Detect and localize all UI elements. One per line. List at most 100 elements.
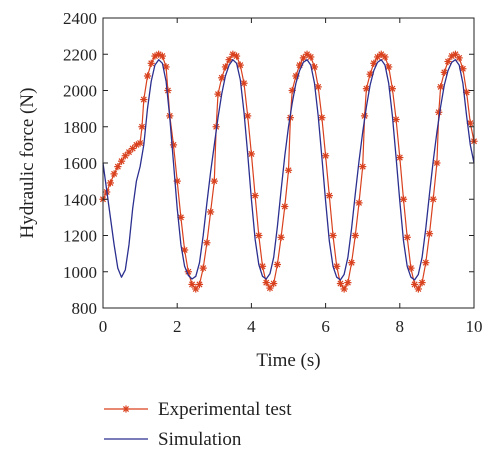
x-tick-label: 8 <box>396 317 405 336</box>
data-point-experimental-test <box>318 114 326 122</box>
y-axis-title: Hydraulic force (N) <box>17 88 38 239</box>
data-point-experimental-test <box>322 152 330 160</box>
series-experimental-test <box>99 50 478 293</box>
data-point-experimental-test <box>336 279 345 288</box>
data-point-experimental-test <box>284 166 293 174</box>
data-point-experimental-test <box>314 83 322 91</box>
data-point-experimental-test <box>329 231 337 240</box>
legend-asterisk-marker <box>122 405 130 413</box>
y-tick-label: 2400 <box>63 9 97 28</box>
data-point-experimental-test <box>240 79 248 87</box>
series-line-simulation <box>102 59 475 281</box>
data-point-experimental-test <box>117 157 126 165</box>
tick-labels: 0 2 4 6 8 10 800 1000 1200 1400 1600 1800 2000 2200 24… <box>63 9 483 336</box>
legend-marker-experimental <box>122 405 130 413</box>
x-tick-label: 2 <box>173 317 182 336</box>
data-point-experimental-test <box>373 53 382 61</box>
data-point-experimental-test <box>214 90 222 98</box>
y-tick-label: 2000 <box>63 82 97 101</box>
data-point-experimental-test <box>273 260 281 269</box>
data-point-experimental-test <box>210 177 218 185</box>
data-point-experimental-test <box>310 63 319 71</box>
data-point-experimental-test <box>232 52 241 60</box>
data-point-experimental-test <box>403 233 411 241</box>
data-point-experimental-test <box>437 83 445 91</box>
y-tick-label: 1000 <box>63 263 97 282</box>
data-point-experimental-test <box>433 159 441 167</box>
data-point-experimental-test <box>392 115 400 124</box>
legend-label-simulation: Simulation <box>158 429 242 450</box>
x-tick-label: 0 <box>99 317 108 336</box>
data-point-experimental-test <box>255 231 263 240</box>
y-tick-label: 1400 <box>63 190 97 209</box>
data-point-experimental-test <box>381 53 389 61</box>
data-point-experimental-test <box>407 264 415 272</box>
data-point-experimental-test <box>147 59 155 67</box>
data-point-experimental-test <box>251 192 259 200</box>
data-point-experimental-test <box>362 85 371 93</box>
data-point-experimental-test <box>377 50 385 58</box>
axis-ticks <box>102 17 475 309</box>
data-point-experimental-test <box>281 202 289 211</box>
data-point-experimental-test <box>444 57 452 66</box>
data-point-experimental-test <box>385 63 393 71</box>
data-point-experimental-test <box>440 68 448 76</box>
data-point-experimental-test <box>277 233 285 241</box>
data-point-experimental-test <box>203 239 211 247</box>
data-point-experimental-test <box>206 208 215 216</box>
data-point-experimental-test <box>355 199 363 207</box>
x-tick-label: 10 <box>466 317 483 336</box>
data-point-experimental-test <box>140 95 148 104</box>
x-axis-title: Time (s) <box>256 350 320 371</box>
data-point-experimental-test <box>177 213 185 221</box>
data-point-experimental-test <box>303 50 311 58</box>
data-point-experimental-test <box>181 246 189 254</box>
y-tick-label: 2200 <box>63 45 97 64</box>
legend-item-experimental: Experimental test <box>104 399 292 420</box>
data-point-experimental-test <box>435 108 443 116</box>
y-tick-label: 1800 <box>63 118 97 137</box>
data-point-experimental-test <box>199 264 207 272</box>
data-point-experimental-test <box>158 52 166 60</box>
data-point-experimental-test <box>114 163 122 171</box>
data-point-experimental-test <box>195 280 204 289</box>
data-point-experimental-test <box>258 262 267 270</box>
data-point-experimental-test <box>325 192 333 200</box>
data-point-experimental-test <box>136 139 144 147</box>
data-point-experimental-test <box>370 59 378 67</box>
data-point-experimental-test <box>459 65 467 73</box>
data-point-experimental-test <box>247 150 255 158</box>
x-tick-label: 6 <box>321 317 330 336</box>
data-point-experimental-test <box>359 163 367 171</box>
y-tick-label: 1600 <box>63 154 97 173</box>
series-simulation <box>102 59 475 281</box>
data-point-experimental-test <box>414 285 422 293</box>
data-point-experimental-test <box>106 179 115 187</box>
data-point-experimental-test <box>418 279 426 287</box>
data-point-experimental-test <box>262 279 270 287</box>
data-point-experimental-test <box>388 85 396 93</box>
data-point-experimental-test <box>399 195 408 203</box>
data-point-experimental-test <box>164 86 172 95</box>
legend-label-experimental: Experimental test <box>158 399 292 420</box>
plot-series-layer <box>99 50 478 293</box>
data-point-experimental-test <box>351 231 359 240</box>
data-point-experimental-test <box>333 262 341 270</box>
data-point-experimental-test <box>138 123 146 131</box>
data-point-experimental-test <box>110 170 118 178</box>
data-point-experimental-test <box>429 195 437 203</box>
data-point-experimental-test <box>244 112 252 120</box>
data-point-experimental-test <box>422 259 430 267</box>
data-point-experimental-test <box>455 54 463 62</box>
data-point-experimental-test <box>270 279 278 288</box>
y-tick-label: 1200 <box>63 227 97 246</box>
data-point-experimental-test <box>340 285 348 293</box>
data-point-experimental-test <box>143 72 152 80</box>
data-point-experimental-test <box>307 53 315 61</box>
legend-item-simulation: Simulation <box>104 429 242 450</box>
data-point-experimental-test <box>396 153 404 162</box>
data-point-experimental-test <box>236 61 244 69</box>
data-point-experimental-test <box>155 50 163 58</box>
